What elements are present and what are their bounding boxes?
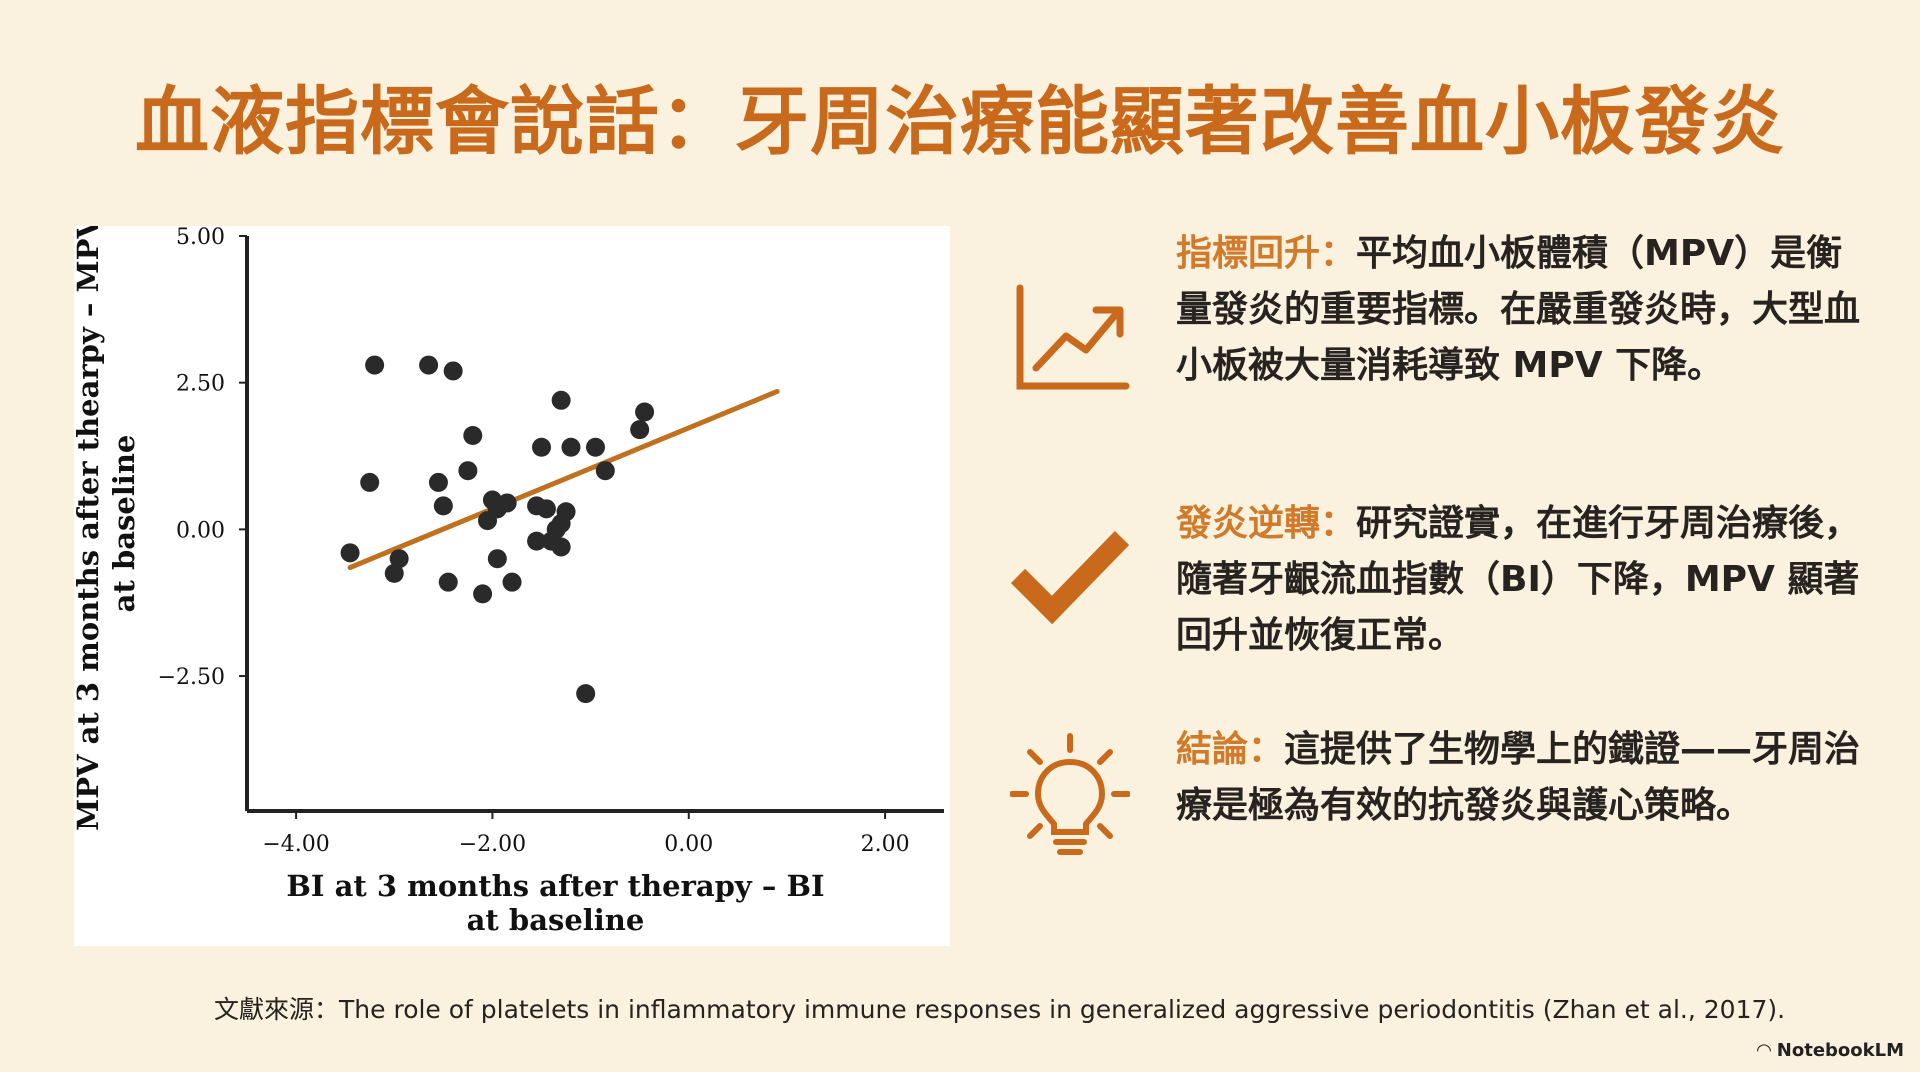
scatter-point <box>497 493 517 513</box>
y-tick-label: 5.00 <box>176 226 225 250</box>
point-text: 結論：這提供了生物學上的鐵證——牙周治療是極為有效的抗發炎與護心策略。 <box>1176 722 1876 834</box>
scatter-point <box>433 496 453 516</box>
x-tick-label: 2.00 <box>861 832 910 857</box>
scatter-point <box>443 361 463 381</box>
point-heading: 發炎逆轉： <box>1176 503 1357 544</box>
point-body: 平均血小板體積（MPV）是衡量發炎的重要指標。在嚴重發炎時，大型血小板被大量消耗… <box>1176 233 1861 386</box>
scatter-point <box>389 549 409 569</box>
scatter-point <box>551 514 571 533</box>
x-tick-label: −4.00 <box>262 832 329 857</box>
y-axis-title-line: MPV at 3 months after thearpy – MPV <box>74 226 105 831</box>
scatter-point <box>419 355 439 375</box>
scatter-chart-panel: −4.00 −2.00 0.00 2.00 −2.50 0.00 2.50 5.00 BI a… <box>74 226 950 946</box>
scatter-point <box>532 437 552 457</box>
notebooklm-logo-icon: ◠ <box>1756 1040 1771 1061</box>
source-text: The role of platelets in inflammatory im… <box>339 995 1786 1024</box>
scatter-point <box>473 584 493 604</box>
brand-badge: ◠ NotebookLM <box>1757 1040 1904 1061</box>
chart-axes <box>245 236 944 813</box>
scatter-chart: −4.00 −2.00 0.00 2.00 −2.50 0.00 2.50 5.00 BI a… <box>74 226 944 937</box>
y-tick-label: −2.50 <box>158 665 225 690</box>
chart-ticks: −4.00 −2.00 0.00 2.00 −2.50 0.00 2.50 5.00 <box>158 226 910 857</box>
point-heading: 結論： <box>1176 729 1285 770</box>
chart-trendline-group <box>347 388 780 571</box>
slide-title: 血液指標會說話：牙周治療能顯著改善血小板發炎 <box>135 79 1785 165</box>
point-text: 指標回升：平均血小板體積（MPV）是衡量發炎的重要指標。在嚴重發炎時，大型血小板… <box>1176 226 1876 394</box>
scatter-point <box>561 437 581 457</box>
source-label: 文獻來源： <box>214 995 340 1024</box>
scatter-point <box>527 531 547 551</box>
point-body: 研究證實，在進行牙周治療後，隨著牙齦流血指數（BI）下降，MPV 顯著回升並恢復… <box>1176 503 1861 656</box>
scatter-point <box>463 425 483 445</box>
trendline <box>347 388 780 571</box>
point-body: 這提供了生物學上的鐵證——牙周治療是極為有效的抗發炎與護心策略。 <box>1176 729 1861 826</box>
y-axis-title: MPV at 3 months after thearpy – MPVat ba… <box>74 226 141 831</box>
x-tick-label: 0.00 <box>664 832 713 857</box>
scatter-point <box>551 390 571 410</box>
scatter-point <box>551 537 571 557</box>
source-citation: 文獻來源：The role of platelets in inflammato… <box>214 990 1785 1026</box>
checkmark-icon <box>1010 516 1130 636</box>
scatter-point <box>360 472 380 492</box>
scatter-point <box>438 572 458 592</box>
trending-up-chart-icon <box>1010 278 1130 398</box>
scatter-point <box>536 499 556 519</box>
scatter-point <box>458 461 478 481</box>
y-axis-title-line: at baseline <box>107 435 141 613</box>
scatter-point <box>576 684 596 704</box>
scatter-point <box>384 563 404 583</box>
x-tick-label: −2.00 <box>459 832 526 857</box>
x-axis-title-line: BI at 3 months after therapy – BI <box>286 869 824 903</box>
y-tick-label: 2.50 <box>176 372 225 397</box>
chart-points-group <box>340 355 655 704</box>
lightbulb-icon <box>1009 732 1131 855</box>
x-axis-title: BI at 3 months after therapy – BI at base… <box>286 869 824 937</box>
y-tick-label: 0.00 <box>176 518 225 543</box>
scatter-point <box>635 402 655 422</box>
scatter-point <box>595 461 615 481</box>
scatter-point <box>502 572 522 592</box>
brand-name: NotebookLM <box>1776 1040 1904 1061</box>
scatter-point <box>482 490 502 510</box>
scatter-point <box>340 543 360 563</box>
point-heading: 指標回升： <box>1176 233 1357 274</box>
scatter-point <box>586 437 605 457</box>
scatter-point <box>630 420 650 440</box>
scatter-point <box>365 355 385 375</box>
chart-axis-titles: BI at 3 months after therapy – BI at base… <box>74 226 825 937</box>
scatter-point <box>428 472 448 492</box>
point-text: 發炎逆轉：研究證實，在進行牙周治療後，隨著牙齦流血指數（BI）下降，MPV 顯著… <box>1176 496 1876 664</box>
x-axis-title-line: at baseline <box>467 903 645 937</box>
scatter-point <box>487 549 507 569</box>
